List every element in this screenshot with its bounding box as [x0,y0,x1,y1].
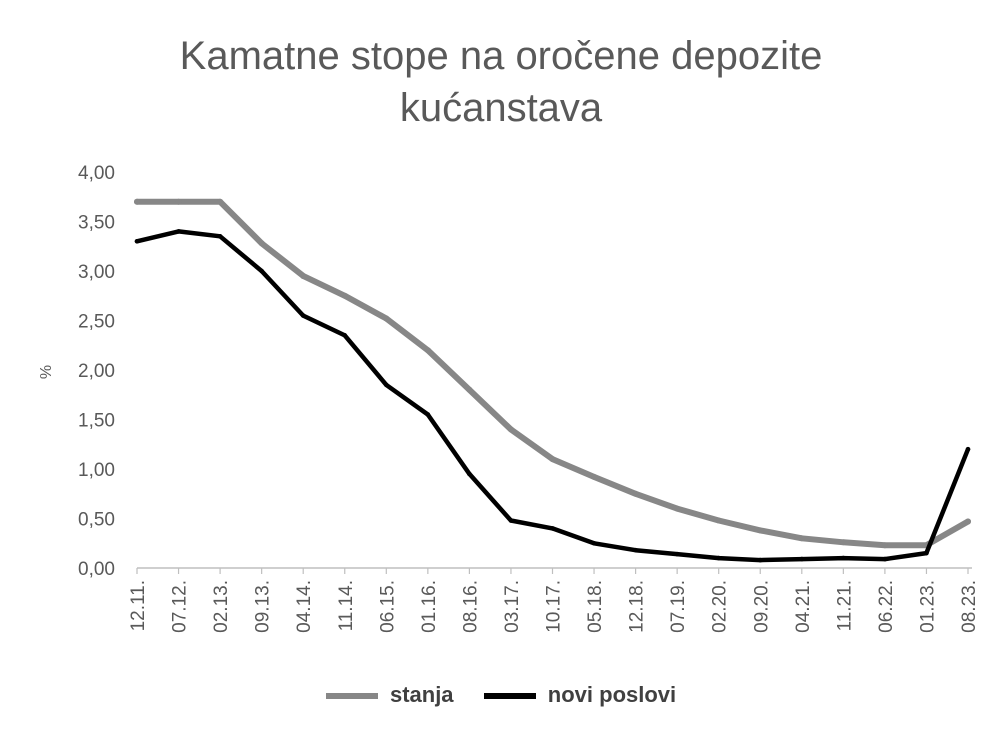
data-point-novi-poslovi [300,313,306,318]
data-point-novi-poslovi [384,382,389,388]
data-point-novi-poslovi [259,268,264,274]
data-point-novi-poslovi [134,239,140,244]
axes: 0,00 0,50 1,00 1,50 2,00 2,50 3,00 3,50 4,00 12.1… [78,163,980,633]
x-tick-label: 01.16. [419,580,440,633]
y-tick-label: 0,50 [78,510,115,531]
legend-label-stanja: stanja [389,682,454,708]
y-tick-label: 2,00 [78,361,115,382]
legend: stanja novi poslovi [0,681,1002,708]
data-point-stanja [175,198,182,205]
data-point-novi-poslovi [965,446,971,452]
x-tick-label: 11.14. [336,580,357,631]
data-point-stanja [424,347,431,354]
x-tick-label: 06.15. [377,580,398,633]
data-point-novi-poslovi [342,333,348,338]
data-point-novi-poslovi [425,412,431,417]
chart-title-line-1: Kamatne stope na oročene depozite [179,34,823,78]
data-point-stanja [757,527,764,534]
data-point-novi-poslovi [467,471,472,477]
x-tick-label: 06.22. [876,580,897,633]
data-point-novi-poslovi [924,550,929,556]
data-point-stanja [217,198,224,205]
data-point-stanja [507,426,514,433]
data-point-stanja [632,490,639,497]
y-tick-label: 2,50 [78,312,115,333]
data-point-novi-poslovi [674,551,680,557]
x-tick-label: 03.17. [502,580,523,633]
x-tick-label: 09.13. [253,580,274,633]
data-point-novi-poslovi [550,526,555,531]
data-point-stanja [258,240,265,247]
data-point-novi-poslovi [591,540,597,546]
data-point-novi-poslovi [633,547,638,553]
x-tick-label: 02.13. [211,580,232,633]
data-point-stanja [383,315,390,322]
data-point-stanja [965,518,971,525]
x-tick-label: 12.18. [627,580,648,633]
x-tick-label: 11.21. [834,580,855,631]
x-tick-label: 04.14. [294,580,315,633]
data-point-stanja [674,505,681,512]
legend-item-novi-poslovi: novi poslovi [483,682,677,708]
series-line-novi-poslovi [134,229,971,563]
x-tick-label: 01.23. [917,580,938,633]
x-tick-label: 08.23. [959,580,980,633]
x-tick-label: 04.21. [793,580,814,633]
y-tick-label: 1,00 [78,460,115,481]
y-tick-label: 4,00 [78,163,115,184]
legend-item-stanja: stanja [325,682,454,708]
data-point-stanja [300,272,307,279]
x-tick-label: 08.16. [460,580,481,633]
data-point-stanja [341,292,348,299]
series-layer [134,198,971,563]
x-tick-label: 10.17. [544,580,565,633]
legend-swatch-novi-poslovi [483,693,536,700]
data-point-stanja [881,542,888,549]
data-point-novi-poslovi [176,229,181,234]
data-point-stanja [134,198,140,205]
data-point-novi-poslovi [841,555,846,561]
data-point-novi-poslovi [716,555,721,561]
y-axis-label: % [38,365,55,379]
legend-label-novi-poslovi: novi poslovi [547,682,677,708]
series-line-stanja [134,198,971,549]
y-tick-label: 3,50 [78,213,115,234]
data-point-stanja [591,473,598,480]
data-point-stanja [715,517,722,524]
x-tick-label: 07.12. [170,580,191,633]
data-point-novi-poslovi [757,557,763,563]
data-point-novi-poslovi [799,556,805,562]
data-point-stanja [798,535,805,542]
data-point-novi-poslovi [508,518,514,523]
y-tick-label: 1,50 [78,411,115,432]
x-tick-label: 09.20. [751,580,772,633]
x-tick-label: 07.19. [668,580,689,633]
data-point-stanja [840,539,847,546]
data-point-stanja [466,386,473,393]
data-point-stanja [549,456,556,463]
x-tick-label: 12.11. [128,580,149,631]
data-point-novi-poslovi [217,234,223,239]
y-tick-label: 3,00 [78,262,115,283]
x-tick-label: 05.18. [585,580,606,633]
chart-title: Kamatne stope na oročene depozite kućans… [0,30,1002,134]
legend-swatch-stanja [325,693,378,700]
x-tick-label: 02.20. [710,580,731,633]
data-point-novi-poslovi [882,556,888,562]
chart-title-line-2: kućanstava [399,86,603,130]
y-tick-label: 0,00 [78,559,115,580]
